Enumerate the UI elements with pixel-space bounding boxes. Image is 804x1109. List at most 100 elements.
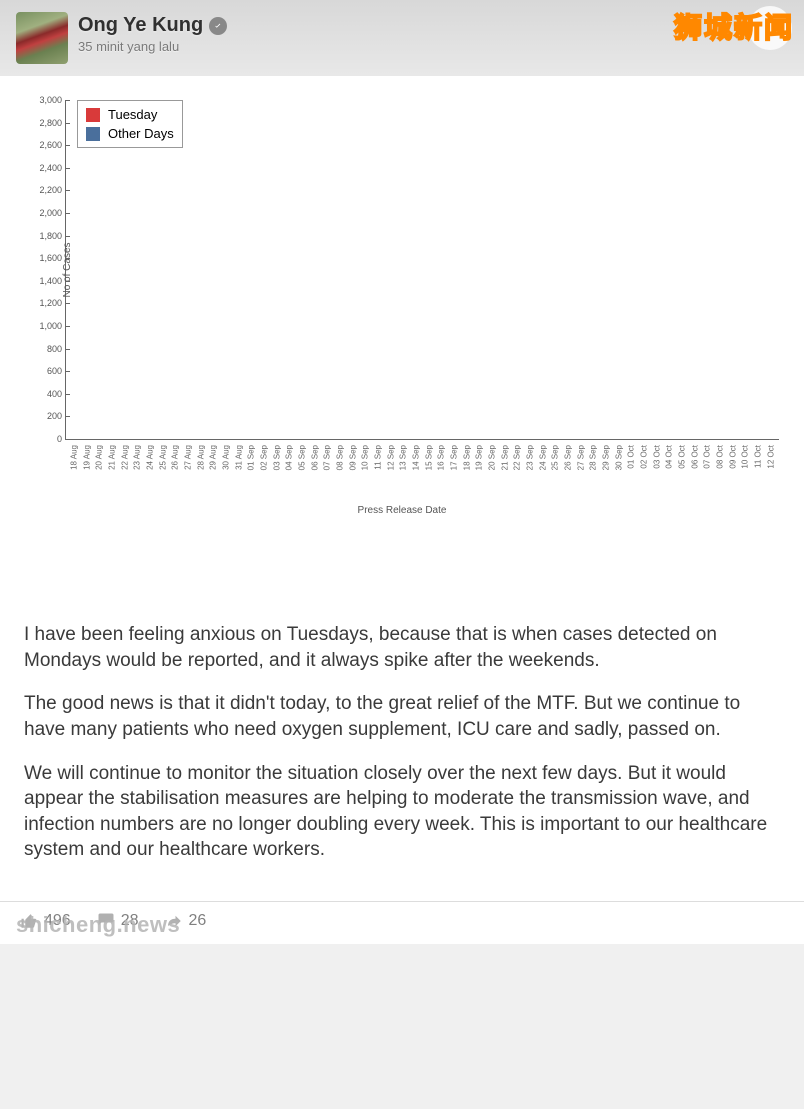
cases-bar-chart: Tuesday Other Days No of Cases 18 Aug19 A… — [17, 92, 787, 512]
y-tick: 400 — [47, 389, 66, 399]
chart-legend: Tuesday Other Days — [77, 100, 183, 148]
thumbs-up-icon — [20, 912, 38, 930]
post-timestamp: 35 minit yang lalu — [78, 39, 227, 54]
x-tick: 10 Sep — [361, 443, 370, 470]
x-tick: 04 Oct — [665, 443, 674, 469]
x-tick: 04 Sep — [285, 443, 294, 470]
x-tick: 09 Oct — [728, 443, 737, 469]
x-tick: 24 Aug — [145, 443, 154, 470]
x-tick: 25 Sep — [551, 443, 560, 470]
y-tick: 800 — [47, 344, 66, 354]
x-tick: 06 Oct — [690, 443, 699, 469]
x-tick: 28 Sep — [589, 443, 598, 470]
share-icon — [165, 912, 183, 930]
chart-bars: 18 Aug19 Aug20 Aug21 Aug22 Aug23 Aug24 A… — [66, 100, 779, 439]
x-tick: 29 Sep — [602, 443, 611, 470]
x-tick: 15 Sep — [424, 443, 433, 470]
x-tick: 08 Sep — [335, 443, 344, 470]
legend-swatch — [86, 108, 100, 122]
y-tick: 600 — [47, 366, 66, 376]
x-tick: 19 Aug — [82, 443, 91, 470]
x-tick: 02 Sep — [259, 443, 268, 470]
x-tick: 10 Oct — [741, 443, 750, 469]
x-tick: 31 Aug — [234, 443, 243, 470]
chart-container: Tuesday Other Days No of Cases 18 Aug19 A… — [0, 76, 804, 522]
x-tick: 06 Sep — [310, 443, 319, 470]
x-tick: 03 Sep — [272, 443, 281, 470]
x-tick: 13 Sep — [399, 443, 408, 470]
x-tick: 02 Oct — [640, 443, 649, 469]
chart-plot-area: No of Cases 18 Aug19 Aug20 Aug21 Aug22 A… — [65, 100, 779, 440]
comment-icon — [97, 912, 115, 930]
x-tick: 22 Sep — [513, 443, 522, 470]
x-tick: 03 Oct — [652, 443, 661, 469]
x-tick: 26 Sep — [564, 443, 573, 470]
share-button[interactable]: 26 — [165, 912, 207, 930]
x-tick: 23 Sep — [526, 443, 535, 470]
author-avatar[interactable] — [16, 12, 68, 64]
x-tick: 21 Sep — [500, 443, 509, 470]
x-axis-label: Press Release Date — [358, 505, 447, 516]
x-tick: 19 Sep — [475, 443, 484, 470]
y-tick: 1,400 — [39, 276, 66, 286]
x-tick: 28 Aug — [196, 443, 205, 470]
post-footer: 496 28 26 shicheng.news — [0, 901, 804, 944]
x-tick: 18 Aug — [69, 443, 78, 470]
y-tick: 3,000 — [39, 95, 66, 105]
x-tick: 16 Sep — [437, 443, 446, 470]
x-tick: 14 Sep — [411, 443, 420, 470]
y-tick: 1,200 — [39, 298, 66, 308]
x-tick: 26 Aug — [171, 443, 180, 470]
y-tick: 1,800 — [39, 231, 66, 241]
y-tick: 200 — [47, 411, 66, 421]
x-tick: 25 Aug — [158, 443, 167, 470]
x-tick: 08 Oct — [716, 443, 725, 469]
x-tick: 27 Aug — [183, 443, 192, 470]
x-tick: 22 Aug — [120, 443, 129, 470]
x-tick: 24 Sep — [538, 443, 547, 470]
x-tick: 07 Oct — [703, 443, 712, 469]
x-tick: 11 Oct — [754, 443, 763, 468]
legend-swatch — [86, 127, 100, 141]
x-tick: 20 Sep — [488, 443, 497, 470]
comment-count: 28 — [121, 912, 139, 930]
x-tick: 01 Oct — [627, 443, 636, 469]
y-tick: 1,000 — [39, 321, 66, 331]
post-body: I have been feeling anxious on Tuesdays,… — [0, 522, 804, 901]
y-tick: 2,400 — [39, 163, 66, 173]
legend-item: Tuesday — [86, 105, 174, 124]
legend-label: Tuesday — [108, 107, 157, 122]
x-tick: 30 Sep — [614, 443, 623, 470]
x-tick: 30 Aug — [221, 443, 230, 470]
like-count: 496 — [44, 912, 71, 930]
x-tick: 23 Aug — [133, 443, 142, 470]
verified-badge-icon — [209, 17, 227, 35]
y-tick: 2,800 — [39, 118, 66, 128]
x-tick: 12 Oct — [766, 443, 775, 469]
x-tick: 12 Sep — [386, 443, 395, 470]
x-tick: 05 Oct — [678, 443, 687, 469]
x-tick: 20 Aug — [95, 443, 104, 470]
post-paragraph-3: We will continue to monitor the situatio… — [24, 761, 778, 864]
y-tick: 0 — [57, 434, 66, 444]
x-tick: 01 Sep — [247, 443, 256, 470]
social-post: Ong Ye Kung 35 minit yang lalu 狮城新闻 Tues… — [0, 0, 804, 944]
x-tick: 09 Sep — [348, 443, 357, 470]
author-block: Ong Ye Kung 35 minit yang lalu — [78, 12, 227, 54]
y-tick: 1,600 — [39, 253, 66, 263]
author-name[interactable]: Ong Ye Kung — [78, 14, 203, 37]
legend-label: Other Days — [108, 126, 174, 141]
y-tick: 2,200 — [39, 185, 66, 195]
watermark-top: 狮城新闻 — [674, 6, 794, 46]
post-paragraph-2: The good news is that it didn't today, t… — [24, 691, 778, 742]
x-tick: 17 Sep — [449, 443, 458, 470]
x-tick: 07 Sep — [323, 443, 332, 470]
x-tick: 05 Sep — [297, 443, 306, 470]
like-button[interactable]: 496 — [20, 912, 71, 930]
x-tick: 21 Aug — [107, 443, 116, 470]
post-paragraph-1: I have been feeling anxious on Tuesdays,… — [24, 622, 778, 673]
comment-button[interactable]: 28 — [97, 912, 139, 930]
x-tick: 29 Aug — [209, 443, 218, 470]
y-tick: 2,600 — [39, 140, 66, 150]
x-tick: 11 Sep — [373, 443, 382, 470]
